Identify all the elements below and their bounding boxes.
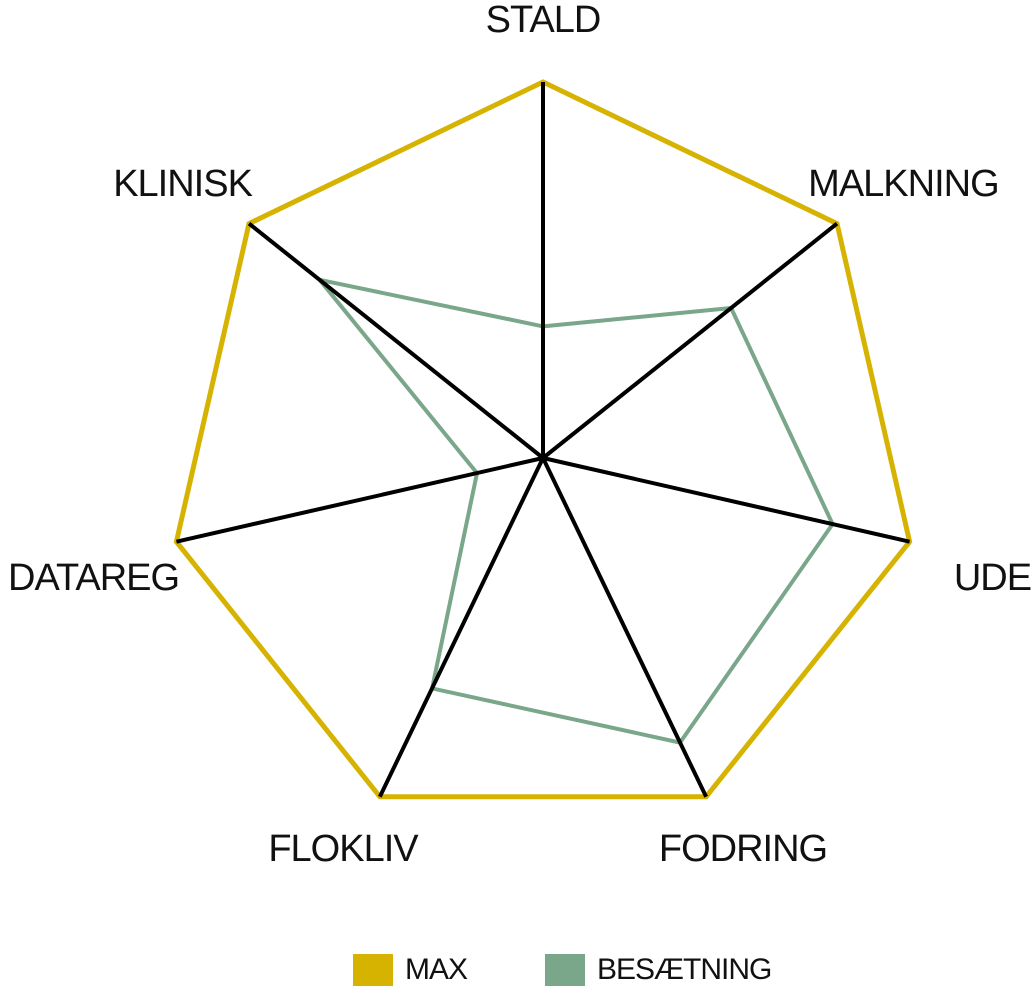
legend-swatch <box>353 954 393 986</box>
legend-label: BESÆTNING <box>597 953 771 986</box>
legend-swatch <box>545 954 585 986</box>
spoke <box>541 457 708 798</box>
spoke <box>378 457 545 798</box>
radar-line <box>173 79 913 800</box>
legend-label: MAX <box>405 953 468 986</box>
category-label: DATAREG <box>8 557 179 599</box>
spoke <box>541 222 839 460</box>
spoke <box>247 222 545 460</box>
spoke <box>542 456 911 544</box>
category-label: KLINISK <box>113 163 252 205</box>
radar-line <box>314 276 835 745</box>
category-label: STALD <box>486 0 601 41</box>
category-label: UDE <box>954 557 1031 599</box>
category-label: FODRING <box>659 828 827 870</box>
category-label: FLOKLIV <box>268 828 419 870</box>
spoke <box>175 456 544 544</box>
category-label: MALKNING <box>808 163 998 205</box>
